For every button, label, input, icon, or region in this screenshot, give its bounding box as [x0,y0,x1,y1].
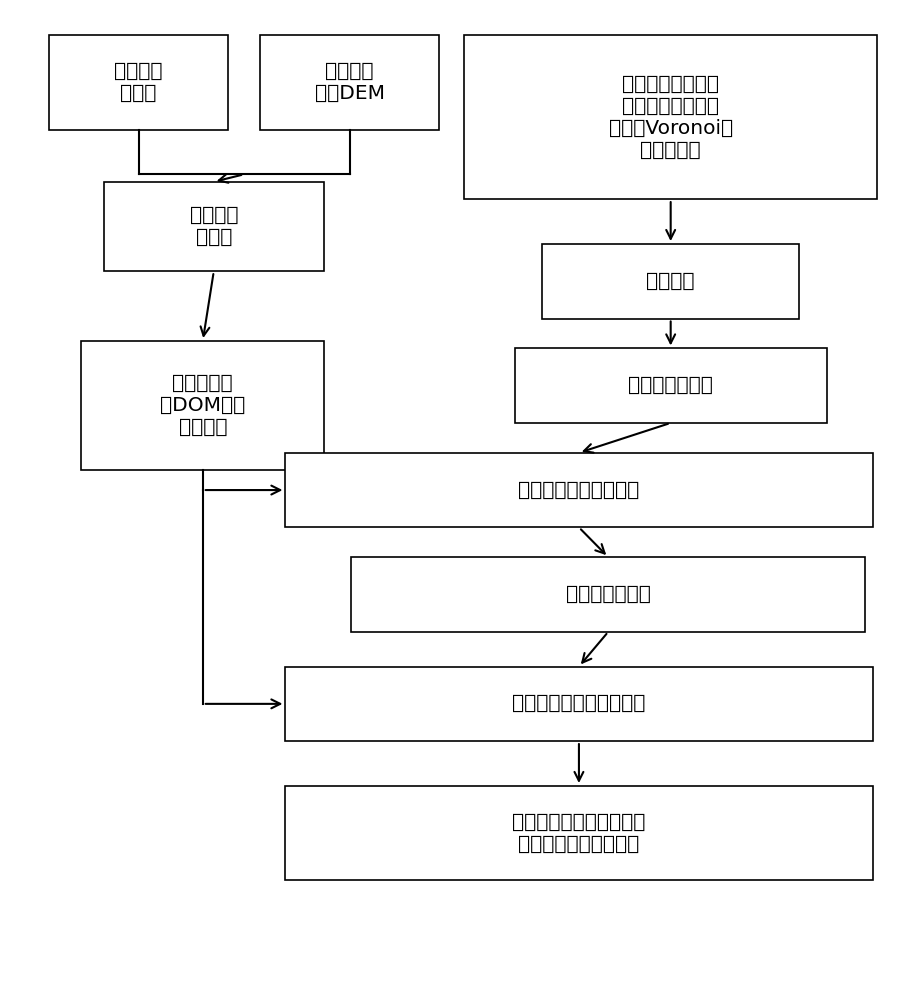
FancyBboxPatch shape [515,348,827,423]
FancyBboxPatch shape [260,35,439,130]
Text: 次优镶嵌线网络: 次优镶嵌线网络 [566,585,651,604]
FancyBboxPatch shape [103,182,324,271]
Text: 建筑物房
顶矢量: 建筑物房 顶矢量 [114,62,162,103]
FancyBboxPatch shape [285,667,872,741]
Text: 所有节点进行优化选择: 所有节点进行优化选择 [519,481,640,500]
Text: 数字高程
模型DEM: 数字高程 模型DEM [315,62,385,103]
Text: 简化处理: 简化处理 [646,272,695,291]
FancyBboxPatch shape [285,786,872,880]
FancyBboxPatch shape [81,341,324,470]
Text: 整个测区绕开建筑物成像
区域的最优镶嵌线网络: 整个测区绕开建筑物成像 区域的最优镶嵌线网络 [512,813,645,854]
Text: 测区所有影像像底
点位置自动生成测
区初始Voronoi图
镶嵌线网络: 测区所有影像像底 点位置自动生成测 区初始Voronoi图 镶嵌线网络 [608,75,733,160]
FancyBboxPatch shape [352,557,865,632]
FancyBboxPatch shape [49,35,228,130]
Text: 所有镶嵌线进行优化选择: 所有镶嵌线进行优化选择 [512,694,645,713]
FancyBboxPatch shape [542,244,799,319]
FancyBboxPatch shape [464,35,877,199]
FancyBboxPatch shape [285,453,872,527]
Text: 简单镶嵌线网络: 简单镶嵌线网络 [629,376,713,395]
Text: 建筑物在单
片DOM上的
成像区域: 建筑物在单 片DOM上的 成像区域 [161,374,246,437]
Text: 建筑物简
易模型: 建筑物简 易模型 [189,206,238,247]
